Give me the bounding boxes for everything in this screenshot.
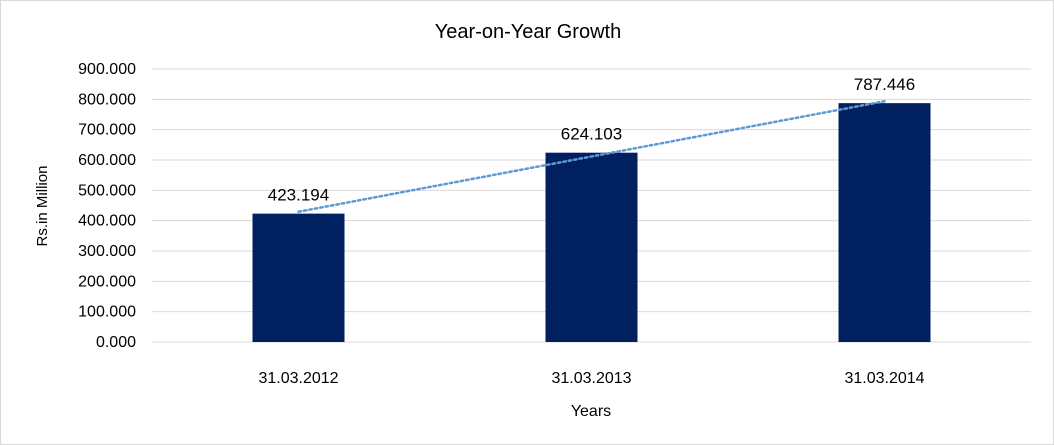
data-label: 624.103 <box>561 125 622 144</box>
x-tick-label: 31.03.2014 <box>844 370 924 387</box>
data-label: 423.194 <box>268 186 329 205</box>
y-tick-label: 500.000 <box>78 182 136 199</box>
x-tick-label: 31.03.2012 <box>258 370 338 387</box>
x-axis-label: Years <box>571 403 611 420</box>
chart-title: Year-on-Year Growth <box>435 21 621 43</box>
y-tick-label: 900.000 <box>78 61 136 78</box>
bar <box>545 152 638 342</box>
bar <box>838 103 931 342</box>
y-tick-label: 600.000 <box>78 152 136 169</box>
y-tick-label: 200.000 <box>78 273 136 290</box>
y-tick-label: 800.000 <box>78 91 136 108</box>
bar <box>252 213 345 342</box>
trendline <box>297 99 886 213</box>
y-tick-label: 300.000 <box>78 243 136 260</box>
y-tick-label: 100.000 <box>78 304 136 321</box>
y-tick-label: 700.000 <box>78 122 136 139</box>
data-label: 787.446 <box>854 75 915 94</box>
x-tick-label: 31.03.2013 <box>551 370 631 387</box>
y-tick-label: 400.000 <box>78 213 136 230</box>
y-axis-label: Rs.in Million <box>34 166 51 247</box>
y-tick-label: 0.000 <box>96 334 136 351</box>
